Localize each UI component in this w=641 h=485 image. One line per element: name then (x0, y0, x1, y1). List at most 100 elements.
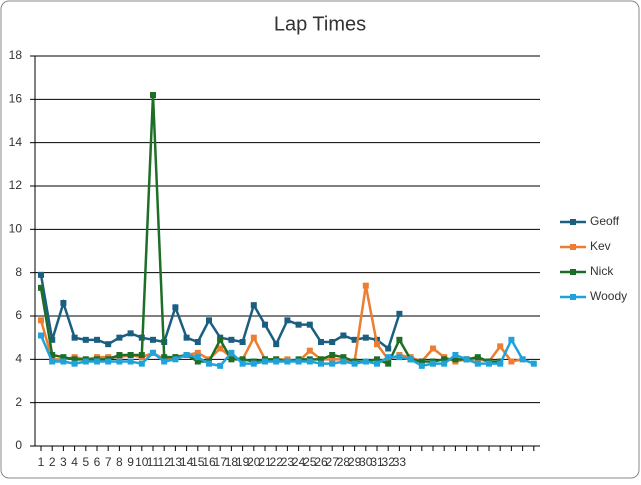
legend-label: Nick (590, 264, 614, 278)
point (60, 300, 67, 306)
point (329, 352, 336, 358)
x-tick-label: 27 (326, 455, 340, 469)
point (194, 358, 201, 365)
point (82, 336, 89, 343)
y-tick-label: 10 (9, 222, 23, 236)
point (228, 356, 235, 363)
point (474, 360, 481, 367)
point (82, 358, 89, 365)
x-tick-label: 30 (359, 455, 373, 469)
legend-label: Woody (590, 289, 627, 303)
legend-marker (570, 219, 576, 225)
x-tick-label: 12 (158, 455, 172, 469)
point (340, 354, 347, 361)
point (250, 302, 257, 309)
point (329, 360, 336, 367)
x-tick-label: 20 (247, 455, 261, 469)
point (306, 358, 313, 365)
point (497, 360, 504, 367)
point (318, 339, 324, 345)
point (407, 356, 414, 363)
point (60, 358, 67, 365)
point (441, 356, 448, 363)
point (508, 358, 515, 365)
chart-title: Lap Times (274, 13, 366, 35)
x-tick-label: 33 (393, 455, 407, 469)
point (150, 349, 156, 356)
point (183, 334, 190, 341)
point (194, 349, 201, 356)
y-tick-label: 12 (9, 178, 23, 192)
point (161, 354, 168, 361)
point (217, 362, 224, 369)
point (71, 356, 78, 363)
point (441, 360, 448, 367)
point (273, 358, 280, 365)
point (362, 358, 369, 365)
x-tick-label: 1 (38, 455, 45, 469)
point (138, 352, 145, 358)
point (105, 341, 112, 348)
point (418, 358, 425, 365)
point (150, 92, 156, 98)
point (340, 358, 347, 365)
x-tick-label: 25 (303, 455, 317, 469)
point (38, 271, 44, 278)
point (262, 358, 268, 365)
legend-marker (570, 244, 576, 250)
x-tick-label: 31 (370, 455, 384, 469)
point (418, 362, 425, 369)
x-tick-label: 7 (105, 455, 112, 469)
point (138, 360, 145, 367)
y-tick-label: 0 (15, 438, 22, 452)
x-tick-label: 2 (49, 455, 56, 469)
x-tick-label: 24 (292, 455, 306, 469)
point (217, 345, 224, 352)
point (295, 321, 302, 328)
point (295, 358, 302, 365)
point (228, 349, 235, 356)
point (49, 336, 56, 343)
y-tick-label: 2 (15, 395, 22, 409)
point (94, 358, 100, 365)
point (127, 358, 134, 365)
point (172, 304, 179, 311)
x-tick-label: 9 (127, 455, 134, 469)
point (194, 339, 201, 345)
point (127, 352, 134, 358)
legend-marker (570, 294, 576, 300)
point (38, 284, 44, 291)
point (262, 321, 268, 328)
x-tick-label: 28 (337, 455, 351, 469)
x-tick-label: 16 (202, 455, 216, 469)
point (351, 360, 358, 367)
point (116, 334, 123, 341)
point (49, 352, 56, 358)
x-tick-label: 26 (314, 455, 328, 469)
y-tick-label: 18 (9, 48, 23, 62)
point (250, 360, 257, 367)
point (38, 317, 44, 324)
point (374, 360, 380, 367)
point (71, 334, 78, 341)
x-tick-label: 18 (225, 455, 239, 469)
x-tick-label: 10 (135, 455, 149, 469)
point (396, 354, 403, 361)
legend-label: Geoff (590, 214, 620, 228)
point (362, 282, 369, 289)
point (318, 356, 324, 363)
point (273, 341, 280, 348)
x-tick-label: 11 (147, 455, 160, 469)
point (49, 358, 56, 365)
point (116, 352, 123, 358)
point (452, 352, 459, 358)
x-tick-label: 13 (169, 455, 183, 469)
point (60, 354, 67, 361)
point (105, 358, 112, 365)
point (172, 356, 179, 363)
x-tick-label: 19 (236, 455, 250, 469)
legend-marker (570, 269, 576, 275)
point (239, 356, 246, 363)
point (362, 334, 369, 341)
